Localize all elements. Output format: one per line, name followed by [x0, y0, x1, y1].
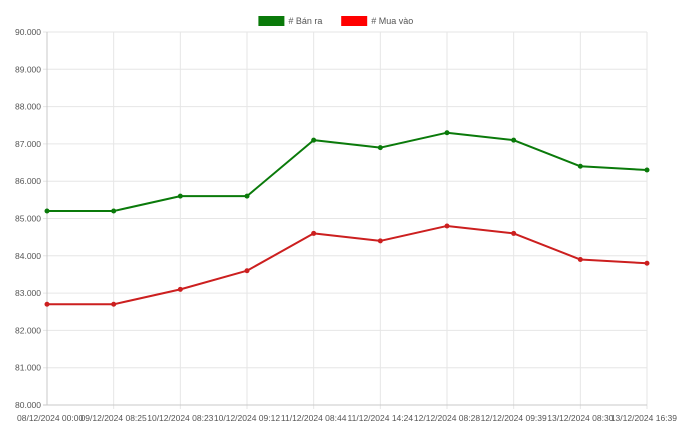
x-tick-label: 12/12/2024 09:39: [481, 413, 547, 423]
y-tick-label: 85.000: [15, 214, 41, 224]
legend-swatch: [258, 16, 285, 26]
y-tick-label: 80.000: [15, 400, 41, 410]
y-tick-label: 90.000: [15, 27, 41, 37]
axis-layer: [43, 32, 647, 406]
data-point: [644, 260, 650, 266]
x-tick-label: 11/12/2024 14:24: [348, 413, 414, 423]
data-point: [177, 193, 183, 199]
x-tick-label: 10/12/2024 08:23: [147, 413, 213, 423]
data-point: [377, 238, 383, 244]
legend-item-mua-vao[interactable]: # Mua vào: [341, 16, 413, 26]
data-point: [444, 130, 450, 136]
legend-label: # Bán ra: [288, 16, 322, 26]
legend-swatch: [341, 16, 368, 26]
data-point: [111, 208, 117, 214]
data-point: [44, 301, 50, 307]
x-tick-label: 10/12/2024 09:12: [214, 413, 280, 423]
y-tick-label: 84.000: [15, 251, 41, 261]
data-point: [511, 137, 517, 143]
data-point: [177, 286, 183, 292]
y-tick-label: 81.000: [15, 363, 41, 373]
data-point: [244, 268, 250, 274]
data-point: [577, 163, 583, 169]
legend[interactable]: # Bán ra # Mua vào: [258, 16, 413, 26]
data-point: [44, 208, 50, 214]
data-point: [644, 167, 650, 173]
y-tick-label: 87.000: [15, 139, 41, 149]
legend-item-ban-ra[interactable]: # Bán ra: [258, 16, 322, 26]
y-tick-label: 83.000: [15, 288, 41, 298]
data-point: [444, 223, 450, 229]
data-point: [377, 145, 383, 151]
x-tick-label: 11/12/2024 08:44: [281, 413, 347, 423]
series-line-mua-vao: [47, 224, 648, 306]
y-tick-labels: 80.000 81.000 82.000 83.000 84.000 85.000 86.0…: [15, 27, 41, 410]
y-tick-label: 86.000: [15, 176, 41, 186]
legend-label: # Mua vào: [371, 16, 413, 26]
y-tick-label: 89.000: [15, 64, 41, 74]
data-point: [311, 230, 317, 236]
y-tick-label: 88.000: [15, 102, 41, 112]
x-tick-label: 08/12/2024 00:00: [17, 413, 83, 423]
x-tick-label: 13/12/2024 16:39: [611, 413, 677, 423]
grid-layer: [43, 31, 648, 409]
y-tick-label: 82.000: [15, 325, 41, 335]
data-point: [111, 301, 117, 307]
x-tick-label: 12/12/2024 08:28: [414, 413, 480, 423]
x-tick-label: 09/12/2024 08:25: [81, 413, 147, 423]
data-point: [244, 193, 250, 199]
data-point: [311, 137, 317, 143]
data-point: [511, 230, 517, 236]
series-layer: [44, 130, 650, 307]
data-point: [577, 257, 583, 263]
x-tick-label: 13/12/2024 08:30: [547, 413, 613, 423]
series-line-ban-ra: [47, 131, 648, 213]
